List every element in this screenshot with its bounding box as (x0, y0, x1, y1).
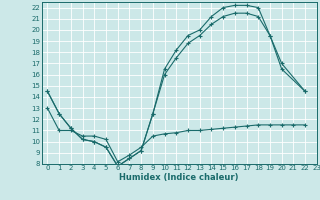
X-axis label: Humidex (Indice chaleur): Humidex (Indice chaleur) (119, 173, 239, 182)
